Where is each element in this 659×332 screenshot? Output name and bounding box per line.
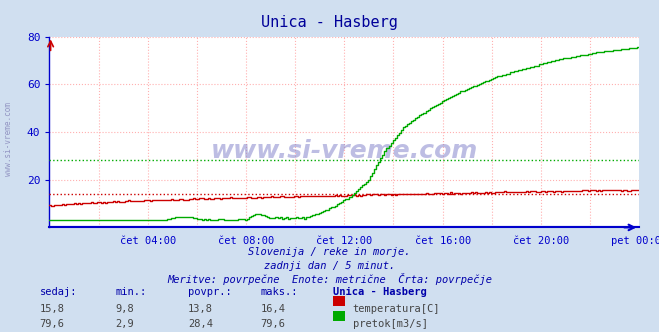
Text: pretok[m3/s]: pretok[m3/s]	[353, 319, 428, 329]
Text: temperatura[C]: temperatura[C]	[353, 304, 440, 314]
Text: Slovenija / reke in morje.: Slovenija / reke in morje.	[248, 247, 411, 257]
Text: 2,9: 2,9	[115, 319, 134, 329]
Text: 13,8: 13,8	[188, 304, 213, 314]
Text: 28,4: 28,4	[188, 319, 213, 329]
Text: 15,8: 15,8	[40, 304, 65, 314]
Text: 9,8: 9,8	[115, 304, 134, 314]
Text: 16,4: 16,4	[260, 304, 285, 314]
Text: 79,6: 79,6	[40, 319, 65, 329]
Text: sedaj:: sedaj:	[40, 287, 77, 297]
Text: zadnji dan / 5 minut.: zadnji dan / 5 minut.	[264, 261, 395, 271]
Text: povpr.:: povpr.:	[188, 287, 231, 297]
Text: min.:: min.:	[115, 287, 146, 297]
Text: www.si-vreme.com: www.si-vreme.com	[4, 103, 13, 176]
Text: Unica - Hasberg: Unica - Hasberg	[333, 287, 426, 297]
Text: maks.:: maks.:	[260, 287, 298, 297]
Text: www.si-vreme.com: www.si-vreme.com	[211, 139, 478, 163]
Text: Meritve: povrpečne  Enote: metrične  Črta: povrpečje: Meritve: povrpečne Enote: metrične Črta:…	[167, 273, 492, 285]
Text: Unica - Hasberg: Unica - Hasberg	[261, 15, 398, 30]
Text: 79,6: 79,6	[260, 319, 285, 329]
